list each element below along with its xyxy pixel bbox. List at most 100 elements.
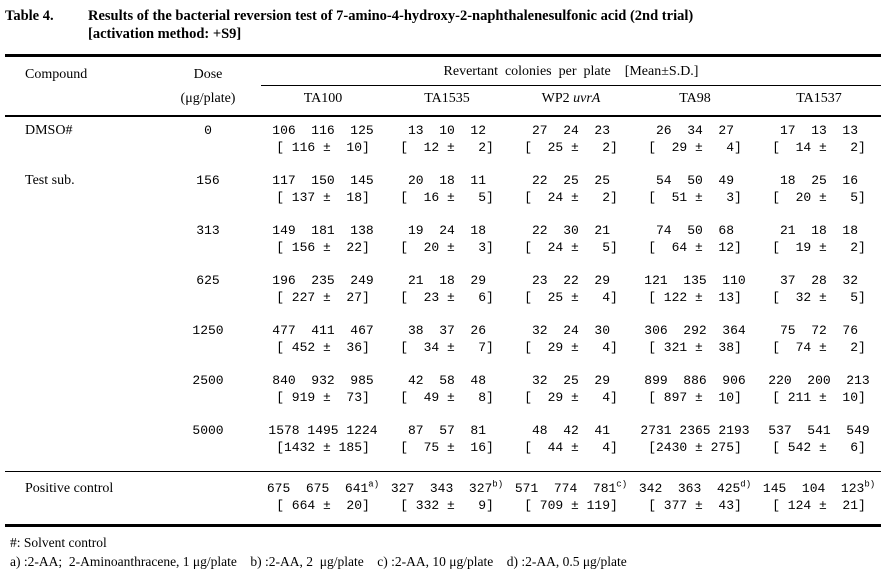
table-row: 5000 1578 1495 1224 [1432 ± 185] 87 57 81[ …: [5, 421, 881, 472]
strain-result-cell: 571 774 781c)[ 709 ± 119]: [509, 471, 633, 526]
compound-cell: DMSO#: [25, 123, 73, 139]
strain-result-cell: 19 24 18[ 20 ± 3]: [385, 221, 509, 271]
strain-result-cell: 117 150 145[ 137 ± 18]: [261, 171, 385, 221]
mean-sd: [ 51 ± 3]: [648, 190, 742, 206]
strain-result-cell: 54 50 49[ 51 ± 3]: [633, 171, 757, 221]
table-number: Table 4.: [5, 8, 54, 24]
plate-counts: 17 13 13: [780, 123, 859, 139]
plate-counts: 2731 2365 2193: [640, 423, 750, 439]
plate-counts: 1578 1495 1224: [268, 423, 378, 439]
mean-sd: [ 25 ± 2]: [524, 140, 618, 156]
table-row: Positive control 675 675 641a)[ 664 ± 20]…: [5, 471, 882, 526]
plate-counts: 571 774 781c): [514, 480, 628, 497]
positive-control-footnote-mark: c): [616, 480, 628, 491]
plate-counts: 18 25 16: [780, 173, 859, 189]
plate-counts: 106 116 125: [272, 123, 374, 139]
plate-counts: 74 50 68: [655, 223, 734, 239]
strain-result-cell: 121 135 110[ 122 ± 13]: [633, 271, 757, 321]
column-header-strain: WP2 uvrA: [509, 85, 633, 118]
plate-counts: 32 24 30: [531, 323, 610, 339]
strain-result-cell: 149 181 138[ 156 ± 22]: [261, 221, 385, 271]
plate-counts: 22 25 25: [531, 173, 610, 189]
mean-sd: [ 664 ± 20]: [276, 498, 370, 514]
mean-sd: [ 16 ± 5]: [400, 190, 494, 206]
strain-result-cell: 26 34 27[ 29 ± 4]: [633, 116, 757, 171]
mean-sd: [ 19 ± 2]: [772, 240, 866, 256]
strain-result-cell: 20 18 11[ 16 ± 5]: [385, 171, 509, 221]
compound-cell: Positive control: [5, 471, 155, 526]
mean-sd: [ 919 ± 73]: [276, 390, 370, 406]
mean-sd: [ 24 ± 2]: [524, 190, 618, 206]
plate-counts: 145 104 123b): [762, 480, 876, 497]
mean-sd: [ 24 ± 5]: [524, 240, 618, 256]
mean-sd: [ 20 ± 3]: [400, 240, 494, 256]
plate-counts: 220 200 213: [768, 373, 870, 389]
strain-result-cell: 87 57 81[ 75 ± 16]: [385, 421, 509, 472]
compound-cell: [5, 271, 155, 321]
strain-result-cell: 18 25 16[ 20 ± 5]: [757, 171, 881, 221]
strain-result-cell: 106 116 125[ 116 ± 10]: [261, 116, 385, 171]
mean-sd: [ 34 ± 7]: [400, 340, 494, 356]
plate-counts: 537 541 549: [768, 423, 870, 439]
strain-result-cell: 48 42 41[ 44 ± 4]: [509, 421, 633, 472]
compound-cell: [5, 421, 155, 472]
mean-sd: [ 211 ± 10]: [772, 390, 866, 406]
mean-sd: [1432 ± 185]: [276, 440, 370, 456]
strain-result-cell: 145 104 123b)[ 124 ± 21]: [757, 471, 882, 526]
activation-method: [activation method: +S9]: [88, 25, 242, 42]
plate-counts: 22 30 21: [531, 223, 610, 239]
column-header-strain: TA1537: [757, 85, 882, 118]
mean-sd: [ 124 ± 21]: [772, 498, 866, 514]
plate-counts: 306 292 364: [644, 323, 746, 339]
strain-result-cell: 42 58 48[ 49 ± 8]: [385, 371, 509, 421]
strain-result-cell: 840 932 985[ 919 ± 73]: [261, 371, 385, 421]
footnote-solvent-control: #: Solvent control: [10, 535, 107, 551]
compound-cell: [5, 321, 155, 371]
table-title-block: Results of the bacterial reversion test …: [88, 8, 693, 43]
mean-sd: [ 29 ± 4]: [524, 340, 618, 356]
plate-counts: 42 58 48: [407, 373, 486, 389]
mean-sd: [ 44 ± 4]: [524, 440, 618, 456]
mean-sd: [ 20 ± 5]: [772, 190, 866, 206]
plate-counts: 327 343 327b): [390, 480, 504, 497]
compound-cell: Test sub.: [25, 173, 75, 189]
footnote-positive-control-doses: a) :2-AA; 2-Aminoanthracene, 1 μg/plate …: [10, 554, 627, 570]
plate-counts: 342 363 425d): [638, 480, 752, 497]
plate-counts: 149 181 138: [272, 223, 374, 239]
plate-counts: 899 886 906: [644, 373, 746, 389]
mean-sd: [ 29 ± 4]: [524, 390, 618, 406]
plate-counts: 26 34 27: [655, 123, 734, 139]
plate-counts: 27 24 23: [531, 123, 610, 139]
plate-counts: 37 28 32: [780, 273, 859, 289]
strain-result-cell: 306 292 364[ 321 ± 38]: [633, 321, 757, 371]
column-header-strain: TA100: [261, 85, 385, 118]
table-row: 313 149 181 138[ 156 ± 22] 19 24 18[ 20 ± …: [5, 221, 881, 271]
column-header-revertant-group: Revertant colonies per plate [Mean±S.D.]: [261, 55, 882, 87]
mean-sd: [ 452 ± 36]: [276, 340, 370, 356]
mean-sd: [ 116 ± 10]: [276, 140, 370, 156]
mean-sd: [ 897 ± 10]: [648, 390, 742, 406]
plate-counts: 477 411 467: [272, 323, 374, 339]
table-row: DMSO# 0 106 116 125[ 116 ± 10] 13 10 12[ 12…: [5, 116, 881, 171]
table-body: DMSO# 0 106 116 125[ 116 ± 10] 13 10 12[ 12…: [5, 116, 882, 526]
mean-sd: [ 64 ± 12]: [648, 240, 742, 256]
mean-sd: [ 75 ± 16]: [400, 440, 494, 456]
mean-sd: [ 542 ± 6]: [772, 440, 866, 456]
dose-cell: 2500: [192, 373, 224, 389]
compound-cell: [5, 221, 155, 271]
table-row: 2500 840 932 985[ 919 ± 73] 42 58 48[ 49 ±…: [5, 371, 881, 421]
mean-sd: [ 156 ± 22]: [276, 240, 370, 256]
positive-control-footnote-mark: a): [368, 480, 380, 491]
dose-cell: 625: [196, 273, 220, 289]
strain-result-cell: 75 72 76[ 74 ± 2]: [757, 321, 881, 371]
column-header-strain: TA1535: [385, 85, 509, 118]
spacer-cell: [5, 85, 155, 118]
strain-result-cell: 1578 1495 1224 [1432 ± 185]: [261, 421, 385, 472]
mean-sd: [ 74 ± 2]: [772, 340, 866, 356]
mean-sd: [ 137 ± 18]: [276, 190, 370, 206]
dose-cell: 313: [196, 223, 220, 239]
strain-result-cell: 220 200 213[ 211 ± 10]: [757, 371, 881, 421]
plate-counts: 20 18 11: [407, 173, 486, 189]
plate-counts: 121 135 110: [644, 273, 746, 289]
